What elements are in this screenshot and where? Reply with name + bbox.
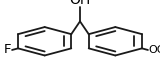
Text: OCH₃: OCH₃ <box>149 45 160 55</box>
Text: F: F <box>4 43 11 56</box>
Text: OH: OH <box>69 0 91 7</box>
